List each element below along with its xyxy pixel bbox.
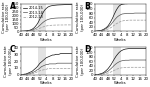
Y-axis label: Cumulative rate
(per 100,000): Cumulative rate (per 100,000) <box>76 45 85 77</box>
X-axis label: Weeks: Weeks <box>114 81 127 85</box>
X-axis label: Weeks: Weeks <box>40 81 52 85</box>
Text: C: C <box>10 45 15 54</box>
Y-axis label: Cumulative rate
(per 100,000): Cumulative rate (per 100,000) <box>4 45 13 77</box>
X-axis label: Weeks: Weeks <box>114 38 127 42</box>
X-axis label: Weeks: Weeks <box>40 38 52 42</box>
Text: B: B <box>84 2 90 11</box>
Text: A: A <box>10 2 16 11</box>
Bar <box>113 4 121 31</box>
Bar <box>38 4 46 31</box>
Y-axis label: Cumulative rate
(per 100,000): Cumulative rate (per 100,000) <box>2 2 10 33</box>
Y-axis label: Cumulative rate
(per 100,000): Cumulative rate (per 100,000) <box>76 2 85 33</box>
Text: D: D <box>84 45 91 54</box>
Legend: 2014-15, 2013-14, 2012-13: 2014-15, 2013-14, 2012-13 <box>23 6 43 19</box>
Bar <box>38 48 46 75</box>
Bar <box>113 48 121 75</box>
